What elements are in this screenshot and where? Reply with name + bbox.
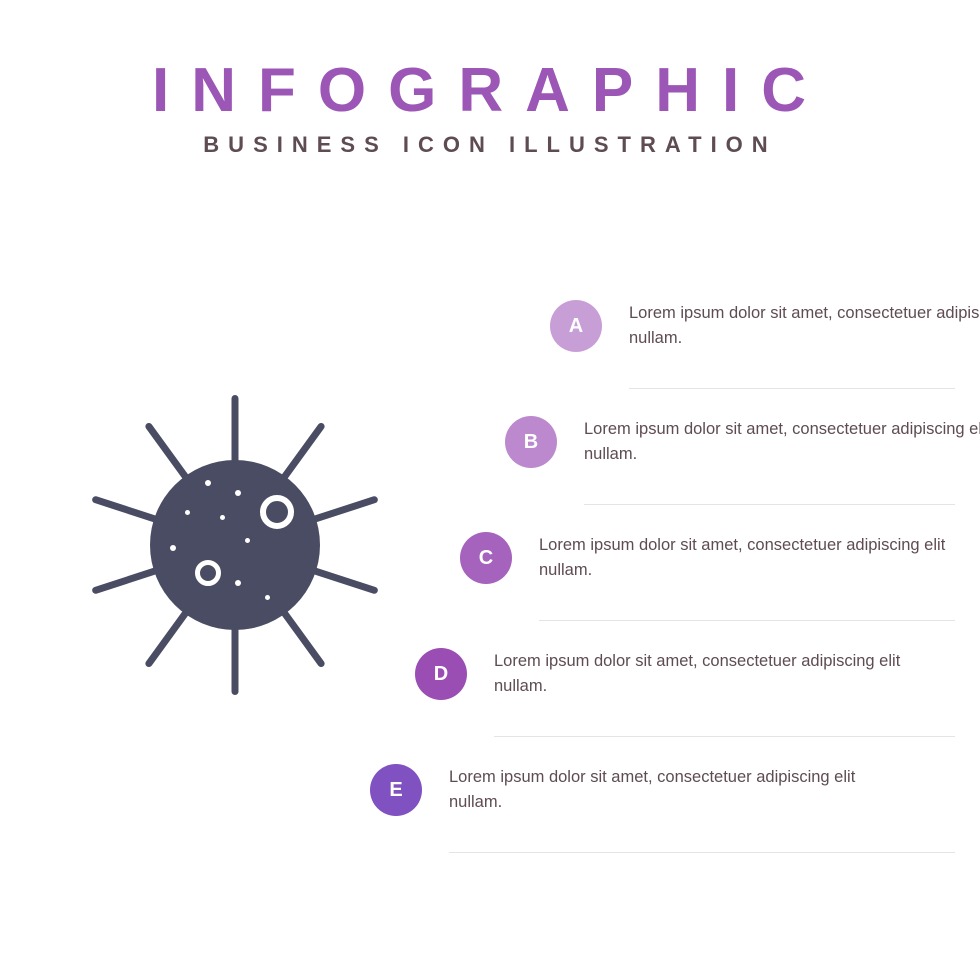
virus-body: [150, 460, 320, 630]
item-badge: C: [460, 532, 512, 584]
item-badge: B: [505, 416, 557, 468]
virus-dot: [170, 545, 176, 551]
list-item: D Lorem ipsum dolor sit amet, consectetue…: [415, 648, 915, 700]
icon-area: [0, 300, 470, 690]
virus-dot: [235, 580, 241, 586]
item-text: Lorem ipsum dolor sit amet, consectetuer…: [494, 649, 915, 699]
virus-dot: [205, 480, 211, 486]
item-text: Lorem ipsum dolor sit amet, consectetuer…: [539, 533, 960, 583]
virus-dot: [220, 515, 225, 520]
header: INFOGRAPHIC BUSINESS ICON ILLUSTRATION: [0, 0, 980, 158]
item-text: Lorem ipsum dolor sit amet, consectetuer…: [629, 301, 980, 351]
item-text: Lorem ipsum dolor sit amet, consectetuer…: [449, 765, 870, 815]
page-title: INFOGRAPHIC: [0, 55, 980, 126]
main-content: A Lorem ipsum dolor sit amet, consectetue…: [0, 300, 980, 690]
list-item: C Lorem ipsum dolor sit amet, consectetue…: [460, 532, 960, 584]
divider: [584, 504, 955, 505]
divider: [494, 736, 955, 737]
item-text: Lorem ipsum dolor sit amet, consectetuer…: [584, 417, 980, 467]
page-subtitle: BUSINESS ICON ILLUSTRATION: [0, 132, 980, 158]
divider: [629, 388, 955, 389]
list-area: A Lorem ipsum dolor sit amet, consectetue…: [470, 300, 980, 690]
divider: [539, 620, 955, 621]
virus-dot: [235, 490, 241, 496]
virus-dot: [265, 595, 270, 600]
virus-dot: [245, 538, 250, 543]
list-item: B Lorem ipsum dolor sit amet, consectetue…: [505, 416, 980, 468]
virus-ring: [260, 495, 294, 529]
virus-dot: [185, 510, 190, 515]
item-badge: A: [550, 300, 602, 352]
divider: [449, 852, 955, 853]
list-item: A Lorem ipsum dolor sit amet, consectetue…: [550, 300, 980, 352]
list-item: E Lorem ipsum dolor sit amet, consectetue…: [370, 764, 870, 816]
virus-icon: [90, 400, 380, 690]
item-badge: E: [370, 764, 422, 816]
item-badge: D: [415, 648, 467, 700]
virus-ring: [195, 560, 221, 586]
